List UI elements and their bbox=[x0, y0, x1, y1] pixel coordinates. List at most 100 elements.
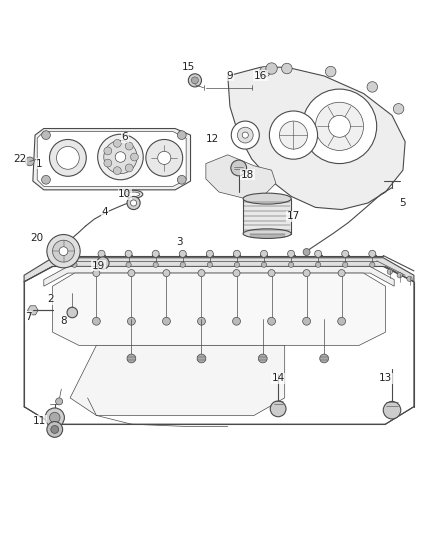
Circle shape bbox=[126, 262, 131, 268]
Circle shape bbox=[125, 164, 133, 172]
Circle shape bbox=[47, 235, 80, 268]
Circle shape bbox=[93, 270, 100, 277]
Circle shape bbox=[242, 132, 248, 138]
Ellipse shape bbox=[127, 192, 140, 197]
Circle shape bbox=[393, 103, 404, 114]
Circle shape bbox=[99, 262, 104, 268]
Text: 22: 22 bbox=[13, 154, 26, 164]
Circle shape bbox=[53, 240, 74, 262]
Circle shape bbox=[233, 251, 240, 257]
Text: 14: 14 bbox=[272, 373, 285, 383]
Circle shape bbox=[131, 153, 138, 161]
Circle shape bbox=[71, 251, 78, 257]
Circle shape bbox=[115, 152, 126, 162]
Circle shape bbox=[191, 77, 198, 84]
Text: 10: 10 bbox=[118, 189, 131, 199]
Circle shape bbox=[49, 413, 60, 423]
Text: 9: 9 bbox=[226, 71, 233, 81]
Text: 1: 1 bbox=[36, 159, 43, 168]
Circle shape bbox=[314, 251, 321, 257]
Circle shape bbox=[98, 134, 143, 180]
Circle shape bbox=[56, 398, 63, 405]
Ellipse shape bbox=[243, 229, 291, 238]
Circle shape bbox=[233, 317, 240, 325]
Circle shape bbox=[343, 262, 348, 268]
Circle shape bbox=[179, 251, 186, 257]
Circle shape bbox=[49, 140, 86, 176]
Circle shape bbox=[303, 248, 310, 255]
Text: 8: 8 bbox=[60, 316, 67, 326]
Circle shape bbox=[234, 262, 240, 268]
Circle shape bbox=[163, 270, 170, 277]
Circle shape bbox=[97, 257, 109, 269]
Circle shape bbox=[47, 422, 63, 437]
Circle shape bbox=[72, 262, 77, 268]
Circle shape bbox=[320, 354, 328, 363]
Circle shape bbox=[261, 262, 267, 268]
Circle shape bbox=[127, 354, 136, 363]
Circle shape bbox=[125, 251, 132, 257]
Circle shape bbox=[387, 269, 392, 274]
Text: 12: 12 bbox=[206, 134, 219, 144]
Circle shape bbox=[127, 197, 140, 209]
Circle shape bbox=[125, 142, 133, 150]
Circle shape bbox=[42, 131, 50, 140]
Circle shape bbox=[158, 151, 171, 165]
Circle shape bbox=[177, 175, 186, 184]
Circle shape bbox=[152, 251, 159, 257]
Text: 18: 18 bbox=[241, 169, 254, 180]
Circle shape bbox=[231, 160, 247, 176]
Circle shape bbox=[197, 354, 206, 363]
Circle shape bbox=[325, 66, 336, 77]
Circle shape bbox=[67, 307, 78, 318]
Polygon shape bbox=[24, 258, 414, 282]
Polygon shape bbox=[243, 199, 291, 233]
Text: 16: 16 bbox=[254, 71, 267, 81]
Polygon shape bbox=[28, 306, 38, 315]
Circle shape bbox=[397, 273, 402, 278]
Circle shape bbox=[282, 63, 292, 74]
Ellipse shape bbox=[243, 193, 291, 204]
Circle shape bbox=[258, 354, 267, 363]
Polygon shape bbox=[228, 67, 405, 209]
Circle shape bbox=[289, 262, 294, 268]
Circle shape bbox=[207, 262, 212, 268]
Text: 6: 6 bbox=[121, 132, 128, 142]
Text: 5: 5 bbox=[399, 198, 406, 208]
Text: 7: 7 bbox=[25, 312, 32, 322]
Text: 19: 19 bbox=[92, 261, 105, 271]
Circle shape bbox=[162, 317, 170, 325]
Circle shape bbox=[198, 270, 205, 277]
Circle shape bbox=[51, 425, 59, 433]
Circle shape bbox=[198, 317, 205, 325]
Circle shape bbox=[302, 89, 377, 164]
Circle shape bbox=[128, 270, 135, 277]
Circle shape bbox=[268, 270, 275, 277]
Circle shape bbox=[127, 317, 135, 325]
Circle shape bbox=[104, 147, 112, 155]
Circle shape bbox=[367, 82, 378, 92]
Circle shape bbox=[153, 262, 158, 268]
Circle shape bbox=[42, 175, 50, 184]
Circle shape bbox=[383, 401, 401, 419]
Circle shape bbox=[57, 147, 79, 169]
Polygon shape bbox=[70, 345, 285, 415]
Polygon shape bbox=[206, 155, 276, 199]
Circle shape bbox=[338, 270, 345, 277]
Polygon shape bbox=[53, 273, 385, 345]
Circle shape bbox=[328, 115, 350, 138]
Circle shape bbox=[342, 251, 349, 257]
Circle shape bbox=[369, 251, 376, 257]
Polygon shape bbox=[44, 266, 394, 286]
Circle shape bbox=[303, 270, 310, 277]
Circle shape bbox=[303, 317, 311, 325]
Text: 17: 17 bbox=[287, 211, 300, 221]
Circle shape bbox=[233, 270, 240, 277]
Circle shape bbox=[45, 408, 64, 427]
Circle shape bbox=[104, 159, 112, 167]
Circle shape bbox=[269, 111, 318, 159]
Circle shape bbox=[206, 251, 213, 257]
Ellipse shape bbox=[124, 190, 143, 198]
Circle shape bbox=[188, 74, 201, 87]
Circle shape bbox=[237, 127, 253, 143]
